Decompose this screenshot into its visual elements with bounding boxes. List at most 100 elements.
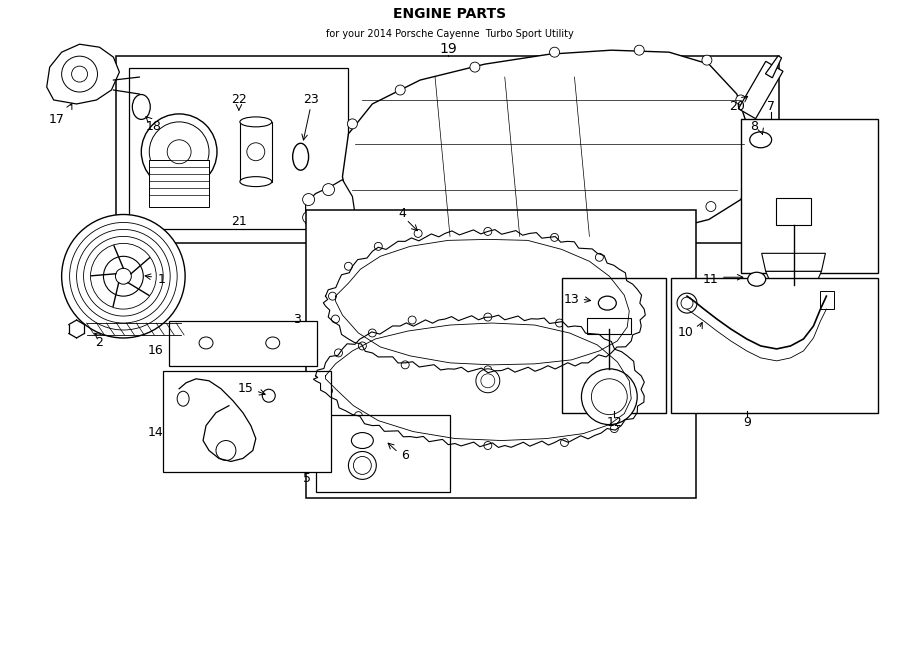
Circle shape [555, 319, 563, 327]
Circle shape [355, 412, 363, 420]
Circle shape [681, 297, 693, 309]
Text: 5: 5 [302, 472, 310, 485]
Circle shape [484, 227, 491, 235]
Text: 9: 9 [742, 416, 751, 429]
Circle shape [637, 319, 645, 327]
Circle shape [564, 235, 574, 245]
Circle shape [302, 212, 315, 223]
Ellipse shape [598, 296, 616, 310]
Ellipse shape [750, 132, 771, 148]
Circle shape [551, 233, 559, 241]
Text: 11: 11 [703, 273, 719, 286]
Circle shape [319, 372, 327, 380]
Circle shape [328, 292, 337, 300]
Circle shape [470, 62, 480, 72]
Circle shape [401, 434, 410, 442]
Polygon shape [766, 271, 822, 285]
Circle shape [480, 235, 490, 245]
Ellipse shape [240, 117, 272, 127]
Circle shape [561, 438, 569, 447]
Polygon shape [738, 61, 783, 119]
Bar [741, 119, 878, 273]
Bar [240, 122, 272, 182]
Text: 3: 3 [292, 313, 301, 326]
Circle shape [247, 143, 265, 161]
Circle shape [61, 56, 97, 92]
Text: 20: 20 [729, 100, 744, 114]
Circle shape [395, 85, 405, 95]
Circle shape [72, 66, 87, 82]
Circle shape [302, 194, 315, 206]
Text: 7: 7 [767, 100, 775, 114]
Circle shape [104, 256, 143, 296]
Text: 10: 10 [678, 327, 694, 340]
Text: 22: 22 [231, 93, 247, 106]
Circle shape [706, 202, 716, 212]
Circle shape [610, 424, 618, 432]
Bar [588, 318, 631, 334]
Bar [149, 160, 209, 206]
Circle shape [635, 405, 644, 412]
Circle shape [345, 262, 353, 270]
Circle shape [414, 229, 422, 237]
Bar [163, 371, 330, 473]
Circle shape [91, 243, 157, 309]
Circle shape [639, 227, 649, 237]
Circle shape [550, 47, 560, 57]
Text: 2: 2 [95, 336, 104, 350]
Text: 17: 17 [49, 114, 65, 126]
Polygon shape [47, 44, 120, 104]
Bar [306, 210, 696, 498]
Circle shape [742, 159, 751, 169]
Text: 1: 1 [158, 273, 166, 286]
Circle shape [358, 342, 366, 350]
Text: 21: 21 [231, 215, 247, 228]
Ellipse shape [351, 432, 374, 449]
Bar [316, 414, 450, 492]
Text: 18: 18 [145, 120, 161, 134]
Polygon shape [761, 253, 825, 271]
Circle shape [634, 45, 644, 55]
Ellipse shape [240, 176, 272, 186]
Polygon shape [343, 50, 753, 241]
Bar [116, 56, 778, 243]
Circle shape [626, 285, 634, 293]
Circle shape [596, 253, 603, 261]
Text: ENGINE PARTS: ENGINE PARTS [393, 7, 507, 21]
Circle shape [395, 233, 405, 243]
Circle shape [401, 361, 410, 369]
Ellipse shape [266, 337, 280, 349]
Circle shape [368, 329, 376, 337]
Ellipse shape [132, 95, 150, 120]
Circle shape [69, 223, 177, 330]
Bar [821, 291, 834, 309]
Circle shape [331, 315, 339, 323]
Circle shape [335, 349, 343, 357]
Circle shape [149, 122, 209, 182]
Ellipse shape [748, 272, 766, 286]
Circle shape [702, 55, 712, 65]
Circle shape [591, 379, 627, 414]
Circle shape [736, 95, 746, 105]
Text: 13: 13 [563, 293, 580, 305]
Circle shape [568, 362, 575, 370]
Circle shape [322, 184, 335, 196]
Circle shape [677, 293, 697, 313]
Ellipse shape [199, 337, 213, 349]
Circle shape [76, 229, 170, 323]
Circle shape [603, 339, 611, 347]
Ellipse shape [262, 389, 275, 402]
Circle shape [347, 119, 357, 129]
Text: 16: 16 [148, 344, 163, 358]
Circle shape [481, 374, 495, 388]
Circle shape [167, 140, 191, 164]
Text: 12: 12 [607, 416, 622, 429]
Circle shape [115, 268, 131, 284]
Circle shape [476, 369, 500, 393]
Bar [671, 278, 878, 412]
Text: 8: 8 [750, 120, 758, 134]
Ellipse shape [292, 143, 309, 170]
Circle shape [617, 347, 626, 355]
Circle shape [484, 442, 491, 449]
Circle shape [374, 243, 382, 251]
